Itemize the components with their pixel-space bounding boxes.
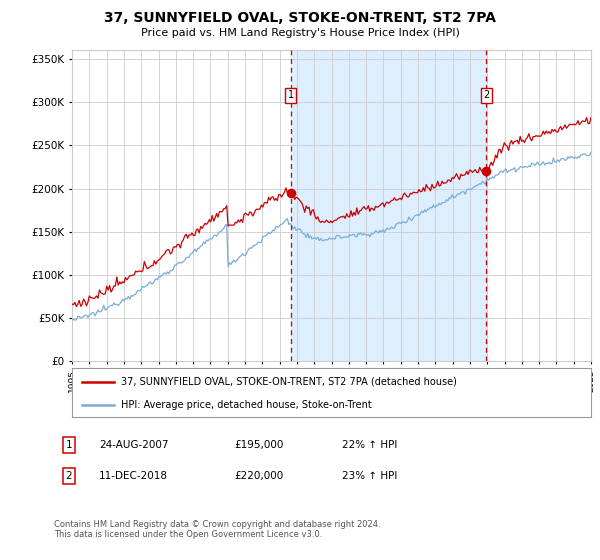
Bar <box>291 50 487 361</box>
Text: 2: 2 <box>483 90 490 100</box>
Point <box>286 188 296 197</box>
Text: Price paid vs. HM Land Registry's House Price Index (HPI): Price paid vs. HM Land Registry's House … <box>140 28 460 38</box>
Text: £195,000: £195,000 <box>234 440 283 450</box>
Text: Contains HM Land Registry data © Crown copyright and database right 2024.
This d: Contains HM Land Registry data © Crown c… <box>54 520 380 539</box>
Text: 37, SUNNYFIELD OVAL, STOKE-ON-TRENT, ST2 7PA (detached house): 37, SUNNYFIELD OVAL, STOKE-ON-TRENT, ST2… <box>121 377 457 387</box>
Text: 2: 2 <box>65 471 73 481</box>
Text: 11-DEC-2018: 11-DEC-2018 <box>99 471 168 481</box>
Text: 24-AUG-2007: 24-AUG-2007 <box>99 440 169 450</box>
Text: 22% ↑ HPI: 22% ↑ HPI <box>342 440 397 450</box>
Text: 1: 1 <box>288 90 294 100</box>
Text: 37, SUNNYFIELD OVAL, STOKE-ON-TRENT, ST2 7PA: 37, SUNNYFIELD OVAL, STOKE-ON-TRENT, ST2… <box>104 11 496 25</box>
Text: £220,000: £220,000 <box>234 471 283 481</box>
Text: HPI: Average price, detached house, Stoke-on-Trent: HPI: Average price, detached house, Stok… <box>121 400 372 410</box>
Point <box>482 167 491 176</box>
Text: 23% ↑ HPI: 23% ↑ HPI <box>342 471 397 481</box>
Text: 1: 1 <box>65 440 73 450</box>
